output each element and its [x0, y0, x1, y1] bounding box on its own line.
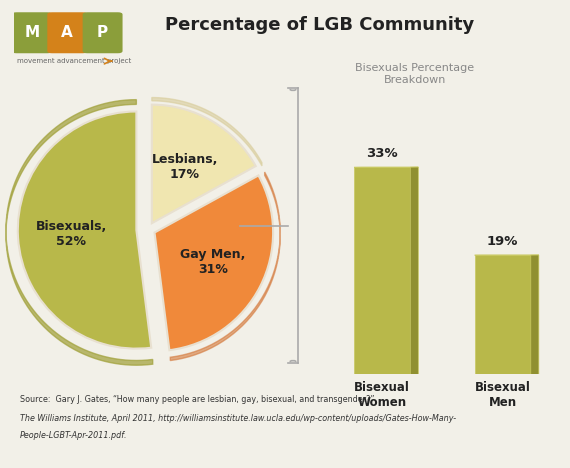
- Text: The Williams Institute, April 2011, http://williamsinstitute.law.ucla.edu/wp-con: The Williams Institute, April 2011, http…: [20, 414, 456, 423]
- Text: People-LGBT-Apr-2011.pdf.: People-LGBT-Apr-2011.pdf.: [20, 431, 128, 440]
- Text: 33%: 33%: [367, 146, 398, 160]
- Text: Gay Men,
31%: Gay Men, 31%: [180, 248, 245, 276]
- Text: Percentage of LGB Community: Percentage of LGB Community: [165, 16, 474, 34]
- FancyBboxPatch shape: [83, 12, 123, 53]
- FancyBboxPatch shape: [475, 255, 531, 374]
- Text: A: A: [62, 25, 73, 40]
- Text: P: P: [97, 25, 108, 40]
- Polygon shape: [170, 172, 280, 360]
- Text: Lesbians,
17%: Lesbians, 17%: [152, 153, 218, 181]
- Wedge shape: [18, 111, 151, 349]
- Polygon shape: [6, 100, 153, 365]
- Text: Bisexuals,
52%: Bisexuals, 52%: [36, 220, 107, 248]
- Wedge shape: [152, 105, 256, 223]
- Text: Bisexuals Percentage
Breakdown: Bisexuals Percentage Breakdown: [356, 63, 475, 85]
- Wedge shape: [154, 176, 273, 350]
- Polygon shape: [410, 167, 418, 374]
- Text: Source:  Gary J. Gates, “How many people are lesbian, gay, bisexual, and transge: Source: Gary J. Gates, “How many people …: [20, 395, 374, 404]
- Polygon shape: [152, 97, 262, 166]
- Text: movement advancement project: movement advancement project: [17, 58, 131, 64]
- Text: 19%: 19%: [487, 234, 518, 248]
- FancyBboxPatch shape: [354, 167, 410, 374]
- Polygon shape: [531, 255, 539, 374]
- FancyBboxPatch shape: [47, 12, 87, 53]
- Text: M: M: [25, 25, 39, 40]
- FancyBboxPatch shape: [12, 12, 52, 53]
